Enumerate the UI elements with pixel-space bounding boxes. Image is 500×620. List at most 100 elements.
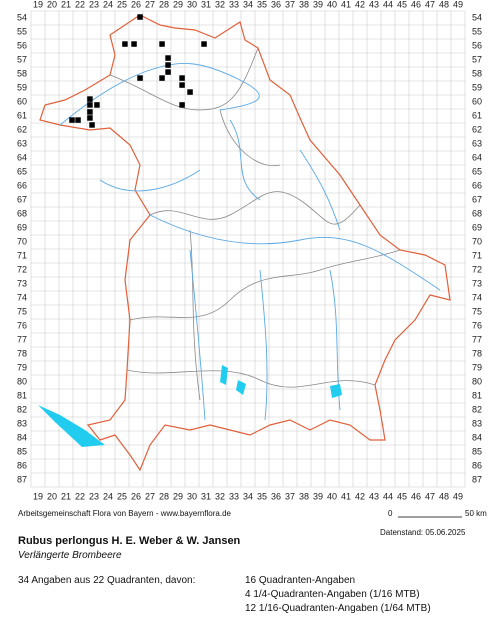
row-label: 75	[472, 306, 482, 316]
scale-start: 0	[388, 509, 393, 518]
species: Rubus perlongus H. E. Weber & W. Jansen	[18, 535, 241, 547]
row-label: 67	[472, 194, 482, 204]
row-label: 67	[17, 194, 27, 204]
row-label: 74	[472, 292, 482, 302]
row-label: 56	[17, 40, 27, 50]
lake	[330, 384, 342, 398]
record	[165, 62, 171, 68]
row-label: 78	[17, 348, 27, 358]
row-label: 79	[17, 362, 27, 372]
row-label: 54	[17, 12, 27, 22]
row-label: 76	[17, 320, 27, 330]
record	[69, 117, 75, 123]
column-label: 23	[89, 491, 99, 501]
column-label: 43	[369, 491, 379, 501]
row-label: 84	[472, 432, 482, 442]
column-label: 39	[313, 491, 323, 501]
detail: 4 1/4-Quadranten-Angaben (1/16 MTB)	[245, 589, 420, 600]
row-label: 85	[472, 446, 482, 456]
column-label: 32	[215, 0, 225, 9]
record	[179, 75, 185, 81]
record	[122, 41, 128, 47]
row-label: 60	[17, 96, 27, 106]
row-label: 87	[472, 474, 482, 484]
column-label: 23	[89, 0, 99, 9]
scale-end: 50 km	[465, 509, 487, 518]
record	[201, 41, 207, 47]
credit: Arbeitsgemeinschaft Flora von Bayern - w…	[18, 509, 232, 518]
row-label: 63	[472, 138, 482, 148]
common-name: Verlängerte Brombeere	[18, 550, 122, 561]
column-label: 37	[285, 0, 295, 9]
row-label: 70	[472, 236, 482, 246]
lake	[220, 365, 228, 385]
row-label: 66	[472, 180, 482, 190]
column-label: 43	[369, 0, 379, 9]
column-label: 24	[103, 491, 113, 501]
column-label: 41	[341, 0, 351, 9]
column-label: 26	[131, 491, 141, 501]
row-label: 76	[472, 320, 482, 330]
column-label: 37	[285, 491, 295, 501]
row-label: 63	[17, 138, 27, 148]
column-label: 42	[355, 491, 365, 501]
grid: 19 19 20 20 21 21 22 22 23 23 24 24 25 25 26 26 27 27 28 28…	[17, 0, 482, 501]
detail: 16 Quadranten-Angaben	[245, 575, 355, 586]
row-label: 64	[472, 152, 482, 162]
column-label: 38	[299, 0, 309, 9]
column-label: 20	[47, 0, 57, 9]
column-label: 24	[103, 0, 113, 9]
column-label: 28	[159, 491, 169, 501]
row-label: 73	[472, 278, 482, 288]
column-label: 49	[453, 0, 463, 9]
record	[165, 69, 171, 75]
record	[179, 102, 185, 108]
row-label: 65	[17, 166, 27, 176]
column-label: 40	[327, 0, 337, 9]
record	[165, 55, 171, 61]
row-label: 71	[17, 250, 27, 260]
row-label: 69	[17, 222, 27, 232]
column-label: 25	[117, 491, 127, 501]
record	[75, 117, 81, 123]
row-label: 59	[472, 82, 482, 92]
column-label: 32	[215, 491, 225, 501]
row-label: 80	[472, 376, 482, 386]
row-label: 58	[17, 68, 27, 78]
row-label: 56	[472, 40, 482, 50]
rivers	[59, 62, 441, 421]
row-label: 85	[17, 446, 27, 456]
row-label: 55	[17, 26, 27, 36]
records	[69, 14, 207, 128]
row-label: 58	[472, 68, 482, 78]
detail: 12 1/16-Quadranten-Angaben (1/64 MTB)	[245, 603, 431, 614]
column-label: 30	[187, 0, 197, 9]
record	[179, 82, 185, 88]
row-label: 72	[472, 264, 482, 274]
column-label: 27	[145, 0, 155, 9]
state-border	[39, 14, 451, 472]
row-label: 61	[472, 110, 482, 120]
record	[137, 75, 143, 81]
column-label: 36	[271, 0, 281, 9]
row-label: 57	[17, 54, 27, 64]
record	[159, 41, 165, 47]
row-label: 77	[472, 334, 482, 344]
column-label: 49	[453, 491, 463, 501]
record	[187, 89, 193, 95]
row-label: 68	[472, 208, 482, 218]
column-label: 47	[425, 0, 435, 9]
column-label: 48	[439, 491, 449, 501]
record	[159, 75, 165, 81]
column-label: 27	[145, 491, 155, 501]
row-label: 74	[17, 292, 27, 302]
row-label: 75	[17, 306, 27, 316]
map-outline	[38, 14, 451, 472]
column-label: 20	[47, 491, 57, 501]
column-label: 34	[243, 491, 253, 501]
record	[87, 102, 93, 108]
column-label: 48	[439, 0, 449, 9]
row-label: 62	[17, 124, 27, 134]
column-label: 31	[201, 491, 211, 501]
